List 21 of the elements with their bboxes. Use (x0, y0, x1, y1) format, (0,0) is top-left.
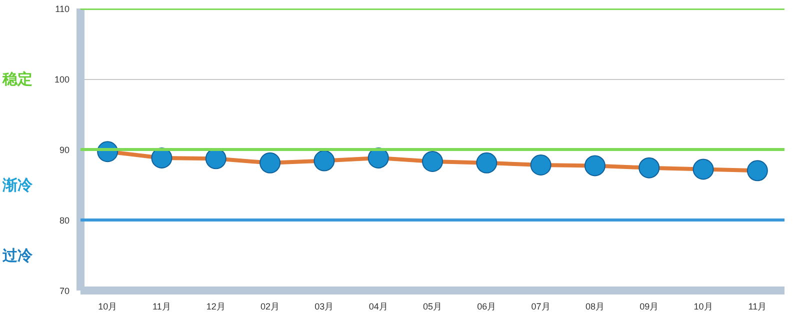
x-tick-label: 05月 (422, 302, 442, 312)
y-tick-label: 80 (59, 216, 70, 226)
x-tick-label: 03月 (314, 302, 334, 312)
x-tick-label: 11月 (152, 302, 171, 312)
y-tick-label: 70 (59, 286, 70, 296)
x-tick-label: 07月 (531, 302, 550, 312)
x-tick-label: 04月 (368, 302, 388, 312)
x-tick-label: 11月 (748, 302, 767, 312)
text: 过冷 (2, 246, 34, 264)
x-tick-label: 02月 (260, 302, 280, 312)
y-tick-label: 110 (55, 4, 70, 14)
x-tick-label: 06月 (477, 302, 496, 312)
y-tick-label: 100 (54, 74, 70, 84)
text: 稳定 (2, 70, 33, 88)
x-tick-label: 08月 (585, 302, 604, 312)
x-tick-label: 10月 (98, 302, 118, 312)
x-tick-label: 10月 (694, 302, 713, 312)
y-tick-label: 90 (59, 145, 70, 155)
x-tick-label: 12月 (206, 302, 226, 312)
text: 渐冷 (2, 176, 34, 194)
x-tick-label: 09月 (640, 302, 659, 312)
